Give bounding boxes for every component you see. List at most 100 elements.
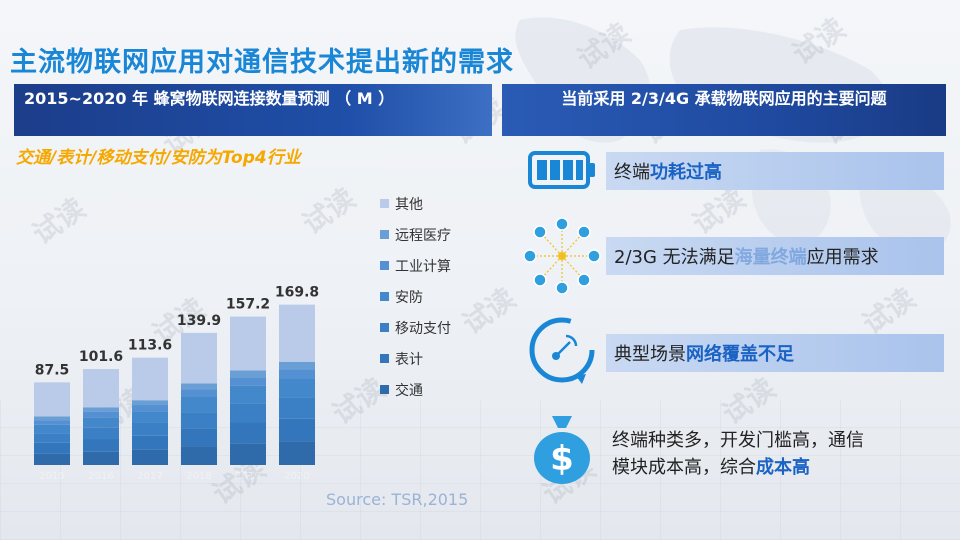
- bar-segment-2018-2: [181, 412, 217, 429]
- source-note: Source: TSR,2015: [326, 490, 469, 509]
- bar-segment-2016-6: [83, 369, 119, 408]
- bar-segment-2018-6: [181, 332, 217, 384]
- bar-segment-2015-6: [34, 382, 70, 417]
- bar-segment-2018-4: [181, 389, 217, 397]
- problem-highlight: 网络覆盖不足: [686, 344, 794, 365]
- x-tick-label: 2015: [39, 471, 64, 480]
- problem-text: 典型场景: [614, 344, 686, 365]
- bar-segment-2015-4: [34, 420, 70, 425]
- stacked-bar-chart: 87.5 2015 101.6 2016 113.6 2017 139.9 2018 157.2…: [34, 285, 319, 480]
- x-tick-label: 2018: [186, 471, 211, 480]
- problem-line-2: 模块成本高，综合成本高: [612, 454, 942, 481]
- problem-text-2: 应用需求: [806, 247, 879, 268]
- bar-segment-2015-3: [34, 424, 70, 434]
- problem-power-consumption: 终端 功耗过高: [606, 152, 944, 190]
- legend-label: 远程医疗: [395, 227, 451, 244]
- problem-text: 终端: [614, 162, 650, 183]
- bar-segment-2020-1: [279, 418, 315, 442]
- bar-segment-2019-4: [230, 377, 266, 386]
- bar-segment-2017-4: [132, 405, 168, 412]
- bar-segment-2017-0: [132, 449, 168, 465]
- legend-item: 移动支付: [380, 312, 451, 343]
- battery-icon: [528, 151, 595, 189]
- bar-segment-2017-1: [132, 435, 168, 450]
- bar-segment-2016-5: [83, 407, 119, 412]
- chart-legend: 其他远程医疗工业计算安防移动支付表计交通: [380, 188, 451, 405]
- bar-segment-2017-5: [132, 400, 168, 406]
- problem-highlight: 功耗过高: [650, 162, 722, 183]
- watermark: 试读: [856, 281, 922, 341]
- legend-label: 表计: [395, 351, 423, 368]
- problem-highlight: 成本高: [756, 457, 810, 478]
- watermark: 试读: [786, 11, 852, 71]
- problems-header: 当前采用 2/3/4G 承载物联网应用的主要问题: [502, 84, 946, 136]
- bar-segment-2020-4: [279, 369, 315, 379]
- legend-item: 表计: [380, 343, 451, 374]
- bar-segment-2019-5: [230, 370, 266, 378]
- network-nodes-icon: [523, 218, 601, 294]
- legend-item: 工业计算: [380, 250, 451, 281]
- bar-segment-2019-3: [230, 385, 266, 404]
- legend-item: 远程医疗: [380, 219, 451, 250]
- watermark: 试读: [456, 281, 522, 341]
- legend-swatch: [380, 385, 389, 394]
- bar-segment-2020-3: [279, 378, 315, 398]
- chart-subtitle: 交通/表计/移动支付/安防为Top4行业: [16, 148, 301, 168]
- legend-item: 安防: [380, 281, 451, 312]
- legend-swatch: [380, 261, 389, 270]
- bar-segment-2015-0: [34, 453, 70, 465]
- bar-segment-2020-0: [279, 441, 315, 465]
- bar-total-label: 139.9: [177, 313, 221, 329]
- bar-segment-2020-5: [279, 361, 315, 370]
- legend-label: 交通: [395, 382, 423, 399]
- x-tick-label: 2016: [88, 471, 113, 480]
- bar-segment-2015-2: [34, 433, 70, 443]
- problem-text: 2/3G 无法满足: [614, 247, 735, 268]
- bar-segment-2015-5: [34, 416, 70, 421]
- bar-segment-2018-1: [181, 428, 217, 447]
- problem-coverage: 典型场景 网络覆盖不足: [606, 334, 944, 372]
- watermark: 试读: [716, 371, 782, 431]
- problem-faded-text: 海量终端: [734, 247, 807, 268]
- bar-segment-2016-1: [83, 439, 119, 452]
- bar-total-label: 169.8: [275, 285, 319, 301]
- legend-label: 移动支付: [395, 320, 451, 337]
- legend-swatch: [380, 354, 389, 363]
- problem-massive-terminals: 2/3G 无法满足 海量终端 应用需求: [606, 237, 944, 275]
- x-tick-label: 2019: [235, 471, 260, 480]
- legend-item: 其他: [380, 188, 451, 219]
- bar-segment-2017-6: [132, 357, 168, 401]
- bar-segment-2016-3: [83, 417, 119, 428]
- problem-text: 模块成本高，综合: [612, 457, 756, 478]
- bar-segment-2016-0: [83, 451, 119, 465]
- legend-swatch: [380, 292, 389, 301]
- legend-label: 安防: [395, 289, 423, 306]
- page-title: 主流物联网应用对通信技术提出新的需求: [10, 47, 514, 78]
- bar-total-label: 113.6: [128, 338, 172, 354]
- coverage-signal-icon: [529, 317, 595, 384]
- bar-segment-2016-4: [83, 411, 119, 418]
- bar-segment-2015-1: [34, 442, 70, 454]
- legend-label: 其他: [395, 196, 423, 213]
- bar-segment-2019-6: [230, 316, 266, 371]
- x-tick-label: 2017: [137, 471, 162, 480]
- legend-label: 工业计算: [395, 258, 451, 275]
- legend-item: 交通: [380, 374, 451, 405]
- problem-cost: 终端种类多，开发门槛高，通信 模块成本高，综合成本高: [612, 427, 942, 481]
- svg-text:$: $: [550, 439, 574, 479]
- problem-line-1: 终端种类多，开发门槛高，通信: [612, 430, 864, 451]
- bar-segment-2018-5: [181, 383, 217, 390]
- bar-segment-2019-2: [230, 403, 266, 423]
- legend-swatch: [380, 230, 389, 239]
- legend-swatch: [380, 199, 389, 208]
- bar-segment-2018-3: [181, 397, 217, 413]
- x-tick-label: 2020: [284, 471, 309, 480]
- bar-total-label: 87.5: [35, 362, 70, 378]
- dollar-bag-icon: $: [534, 416, 590, 484]
- legend-swatch: [380, 323, 389, 332]
- watermark: 试读: [571, 16, 637, 76]
- bar-total-label: 101.6: [79, 349, 123, 365]
- bar-segment-2016-2: [83, 427, 119, 440]
- chart-header: 2015~2020 年 蜂窝物联网连接数量预测 （ M ）: [14, 84, 492, 136]
- bar-segment-2019-0: [230, 443, 266, 465]
